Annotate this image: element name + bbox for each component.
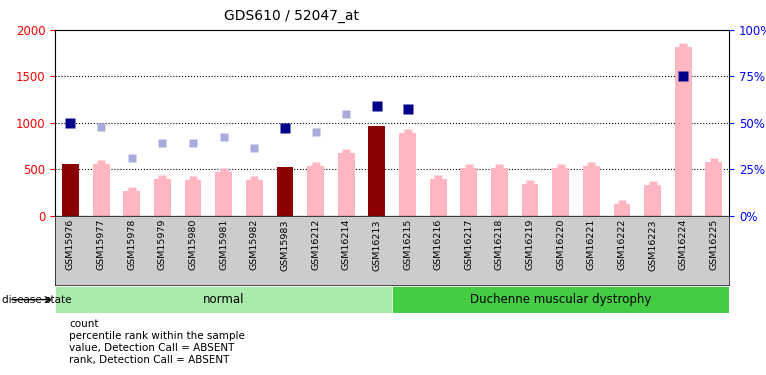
Bar bbox=[399, 133, 416, 216]
Text: GSM16219: GSM16219 bbox=[525, 219, 535, 270]
Text: normal: normal bbox=[203, 293, 244, 306]
Text: GSM15982: GSM15982 bbox=[250, 219, 259, 270]
Text: GSM15983: GSM15983 bbox=[280, 219, 290, 271]
Bar bbox=[675, 47, 692, 216]
Text: GSM15976: GSM15976 bbox=[66, 219, 75, 270]
Text: GDS610 / 52047_at: GDS610 / 52047_at bbox=[224, 9, 358, 23]
Text: GSM16220: GSM16220 bbox=[556, 219, 565, 270]
Bar bbox=[644, 185, 661, 216]
Bar bbox=[614, 204, 630, 216]
Bar bbox=[123, 190, 140, 216]
Bar bbox=[154, 179, 171, 216]
Text: GSM16213: GSM16213 bbox=[372, 219, 381, 271]
Bar bbox=[55, 286, 392, 313]
Text: GSM15981: GSM15981 bbox=[219, 219, 228, 270]
Text: GSM16222: GSM16222 bbox=[617, 219, 627, 270]
Bar bbox=[430, 179, 447, 216]
Text: GSM15980: GSM15980 bbox=[188, 219, 198, 270]
Bar bbox=[185, 180, 201, 216]
Text: GSM16218: GSM16218 bbox=[495, 219, 504, 270]
Text: GSM15979: GSM15979 bbox=[158, 219, 167, 270]
Bar bbox=[552, 168, 569, 216]
Bar bbox=[338, 153, 355, 216]
Bar bbox=[307, 166, 324, 216]
Text: value, Detection Call = ABSENT: value, Detection Call = ABSENT bbox=[69, 344, 234, 353]
Text: GSM16224: GSM16224 bbox=[679, 219, 688, 270]
Text: GSM16225: GSM16225 bbox=[709, 219, 719, 270]
Bar bbox=[392, 286, 729, 313]
Bar bbox=[215, 172, 232, 216]
Bar bbox=[491, 168, 508, 216]
Text: GSM16215: GSM16215 bbox=[403, 219, 412, 270]
Bar bbox=[460, 168, 477, 216]
Text: GSM16216: GSM16216 bbox=[434, 219, 443, 270]
Bar bbox=[522, 184, 538, 216]
Bar bbox=[246, 180, 263, 216]
Text: GSM15978: GSM15978 bbox=[127, 219, 136, 270]
Text: percentile rank within the sample: percentile rank within the sample bbox=[69, 332, 245, 341]
Text: GSM16217: GSM16217 bbox=[464, 219, 473, 270]
Text: rank, Detection Call = ABSENT: rank, Detection Call = ABSENT bbox=[69, 356, 229, 365]
Text: GSM16221: GSM16221 bbox=[587, 219, 596, 270]
Bar bbox=[705, 162, 722, 216]
Text: GSM16212: GSM16212 bbox=[311, 219, 320, 270]
Bar bbox=[277, 167, 293, 216]
Bar bbox=[93, 164, 110, 216]
Text: GSM16214: GSM16214 bbox=[342, 219, 351, 270]
Bar bbox=[583, 165, 600, 216]
Bar bbox=[62, 164, 79, 216]
Text: Duchenne muscular dystrophy: Duchenne muscular dystrophy bbox=[470, 293, 651, 306]
Text: count: count bbox=[69, 320, 99, 329]
Text: GSM16223: GSM16223 bbox=[648, 219, 657, 271]
Bar bbox=[368, 126, 385, 216]
Text: disease state: disease state bbox=[2, 295, 72, 304]
Text: GSM15977: GSM15977 bbox=[97, 219, 106, 270]
